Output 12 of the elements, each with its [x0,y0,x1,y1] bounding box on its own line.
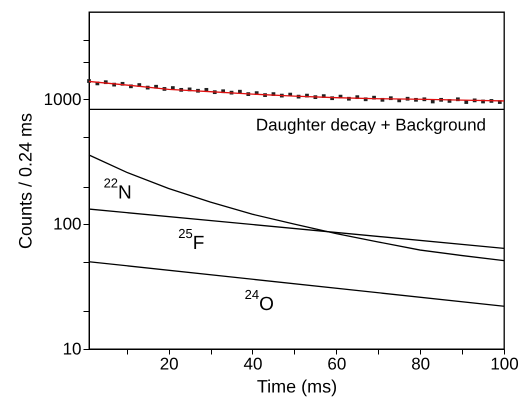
x-tick-label: 80 [411,354,430,374]
x-tick-label: 60 [327,354,346,374]
y-tick-label: 10 [62,340,82,358]
x-tick-label: 40 [244,354,262,374]
y-tick-label: 100 [53,214,82,234]
x-axis-title: Time (ms) [256,376,338,396]
y-axis-title: Counts / 0.24 ms [16,112,36,250]
ref-line-label: Daughter decay + Background [256,115,486,134]
x-tick-label: 20 [160,354,179,374]
x-tick-label: 100 [490,354,519,374]
line-series [88,80,505,102]
y-tick-label: 1000 [44,90,82,109]
